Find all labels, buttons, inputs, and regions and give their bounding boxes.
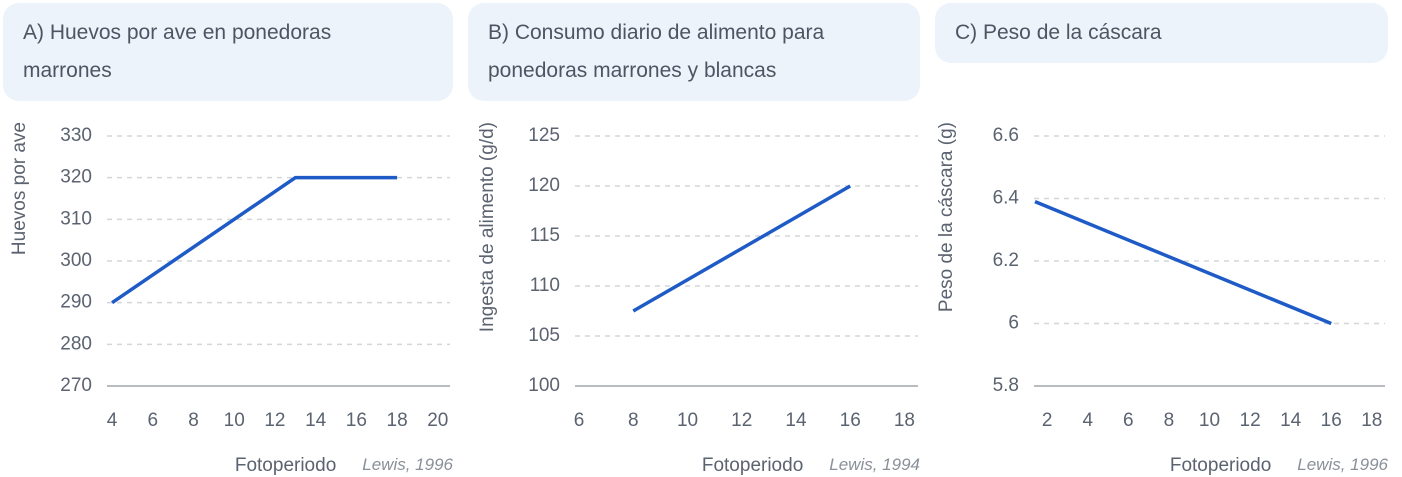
x-tick-label: 6 — [148, 410, 159, 431]
header: B) Consumo diario de alimento para poned… — [468, 3, 920, 101]
x-tick-label: 18 — [894, 410, 915, 431]
header: A) Huevos por ave en ponedoras marrones — [3, 3, 453, 101]
x-tick-label: 10 — [224, 410, 245, 431]
chart-title: C) Peso de la cáscara — [955, 21, 1162, 44]
source: Lewis, 1994 — [829, 455, 920, 474]
x-axis-footer: Fotoperiodo Lewis, 1996 — [1170, 455, 1389, 476]
x-axis-title: Fotoperiodo — [702, 455, 803, 476]
y-tick-label: 105 — [528, 325, 560, 346]
line — [111, 175, 398, 305]
x-axis-footer: Fotoperiodo Lewis, 1994 — [702, 455, 920, 476]
x-axis-footer: Fotoperiodo Lewis, 1996 — [235, 455, 454, 476]
x-tick-label: 4 — [1082, 410, 1093, 431]
x-axis-title: Fotoperiodo — [235, 455, 336, 476]
chart-title: B) Consumo diario de alimento para poned… — [488, 21, 825, 82]
x-tick-label: 18 — [387, 410, 408, 431]
y-tick-label: 6.2 — [993, 250, 1019, 271]
x-tick-label: 16 — [1321, 410, 1342, 431]
x-tick-label: 8 — [188, 410, 199, 431]
x-tick-label: 12 — [731, 410, 752, 431]
y-tick-label: 100 — [528, 375, 560, 396]
x-tick-label: 18 — [1361, 410, 1382, 431]
y-axis-title: Huevos por ave — [9, 122, 30, 255]
x-tick-label: 6 — [1123, 410, 1134, 431]
y-tick-label: 6.6 — [993, 125, 1019, 146]
y-tick-label: 280 — [60, 333, 92, 354]
line — [1034, 200, 1332, 326]
header: C) Peso de la cáscara — [935, 3, 1388, 63]
x-tick-label: 4 — [107, 410, 118, 431]
y-tick-label: 310 — [60, 208, 92, 229]
x-tick-label: 12 — [264, 410, 285, 431]
x-tick-label: 12 — [1240, 410, 1261, 431]
x-tick-label: 20 — [427, 410, 448, 431]
y-tick-label: 6 — [1008, 313, 1019, 334]
y-tick-label: 290 — [60, 292, 92, 313]
y-tick-label: 270 — [60, 375, 92, 396]
y-tick-label: 125 — [528, 125, 560, 146]
x-tick-label: 8 — [1164, 410, 1175, 431]
x-tick-label: 2 — [1042, 410, 1053, 431]
x-tick-label: 14 — [785, 410, 807, 431]
x-tick-label: 14 — [305, 410, 327, 431]
line — [632, 184, 852, 313]
chart-title: A) Huevos por ave en ponedoras marrones — [23, 21, 332, 82]
y-tick-label: 110 — [530, 275, 560, 296]
y-axis-title: Peso de la cáscara (g) — [936, 122, 957, 312]
x-tick-label: 16 — [346, 410, 367, 431]
source: Lewis, 1996 — [362, 455, 453, 474]
x-tick-label: 14 — [1280, 410, 1302, 431]
y-tick-label: 300 — [60, 250, 92, 271]
y-tick-label: 320 — [60, 167, 92, 188]
y-axis-title: Ingesta de alimento (g/d) — [477, 122, 498, 332]
x-tick-label: 8 — [628, 410, 639, 431]
y-tick-label: 6.4 — [993, 188, 1020, 209]
x-tick-label: 10 — [1199, 410, 1220, 431]
y-tick-label: 120 — [528, 175, 560, 196]
x-tick-label: 10 — [677, 410, 698, 431]
y-tick-label: 115 — [530, 225, 560, 246]
x-tick-label: 16 — [840, 410, 861, 431]
source: Lewis, 1996 — [1297, 455, 1388, 474]
y-tick-label: 5.8 — [993, 375, 1019, 396]
y-tick-label: 330 — [60, 125, 92, 146]
x-tick-label: 6 — [574, 410, 585, 431]
x-axis-title: Fotoperiodo — [1170, 455, 1271, 476]
